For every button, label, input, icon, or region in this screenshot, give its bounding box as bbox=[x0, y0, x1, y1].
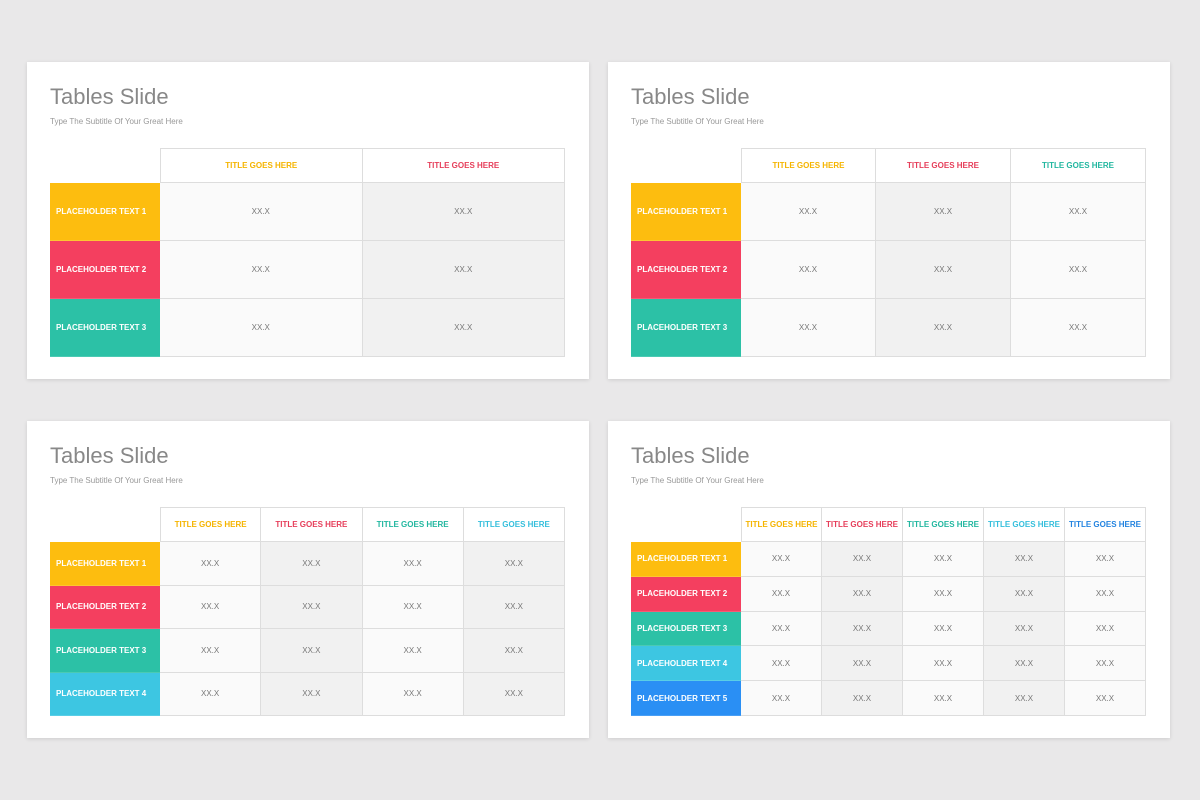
row-label: PLACEHOLDER TEXT 2 bbox=[50, 241, 160, 299]
table-cell: XX.X bbox=[362, 241, 565, 299]
slide: Tables Slide Type The Subtitle Of Your Gr… bbox=[608, 62, 1170, 379]
table-cell: XX.X bbox=[463, 585, 565, 629]
row-label: PLACEHOLDER TEXT 3 bbox=[50, 299, 160, 357]
table-cell: XX.X bbox=[362, 629, 464, 673]
table-cell: XX.X bbox=[463, 672, 565, 716]
slide: Tables Slide Type The Subtitle Of Your Gr… bbox=[27, 421, 589, 738]
slide-title: Tables Slide bbox=[50, 443, 169, 468]
row-label: PLACEHOLDER TEXT 1 bbox=[631, 542, 741, 577]
slide-subtitle: Type The Subtitle Of Your Great Here bbox=[50, 117, 183, 126]
table-cell: XX.X bbox=[876, 183, 1011, 241]
row-label: PLACEHOLDER TEXT 2 bbox=[50, 585, 160, 629]
table-cell: XX.X bbox=[903, 542, 984, 577]
row-label: PLACEHOLDER TEXT 1 bbox=[50, 542, 160, 586]
slide: Tables Slide Type The Subtitle Of Your Gr… bbox=[27, 62, 589, 379]
table-cell: XX.X bbox=[261, 672, 363, 716]
table-cell: XX.X bbox=[362, 585, 464, 629]
table-cell: XX.X bbox=[160, 183, 363, 241]
table-cell: XX.X bbox=[362, 542, 464, 586]
table-cell: XX.X bbox=[261, 542, 363, 586]
table-cell: XX.X bbox=[463, 629, 565, 673]
row-label: PLACEHOLDER TEXT 4 bbox=[631, 646, 741, 682]
table-cell: XX.X bbox=[160, 585, 262, 629]
table-cell: XX.X bbox=[160, 672, 262, 716]
column-header: TITLE GOES HERE bbox=[463, 507, 565, 542]
table-cell: XX.X bbox=[741, 299, 876, 357]
table-cell: XX.X bbox=[261, 629, 363, 673]
column-header: TITLE GOES HERE bbox=[822, 507, 903, 542]
table-cell: XX.X bbox=[741, 183, 876, 241]
slide-title: Tables Slide bbox=[631, 443, 750, 468]
row-label: PLACEHOLDER TEXT 5 bbox=[631, 681, 741, 716]
table-cell: XX.X bbox=[1011, 299, 1146, 357]
table-cell: XX.X bbox=[741, 576, 822, 612]
table-cell: XX.X bbox=[903, 611, 984, 647]
table-cell: XX.X bbox=[741, 241, 876, 299]
row-label: PLACEHOLDER TEXT 3 bbox=[50, 629, 160, 673]
slide-title: Tables Slide bbox=[631, 84, 750, 109]
row-label: PLACEHOLDER TEXT 1 bbox=[631, 183, 741, 241]
column-header: TITLE GOES HERE bbox=[160, 507, 262, 542]
table-cell: XX.X bbox=[903, 646, 984, 682]
slide-subtitle: Type The Subtitle Of Your Great Here bbox=[50, 476, 183, 485]
table-cell: XX.X bbox=[741, 681, 822, 716]
table-cell: XX.X bbox=[1065, 681, 1146, 716]
slide-subtitle: Type The Subtitle Of Your Great Here bbox=[631, 476, 764, 485]
column-header: TITLE GOES HERE bbox=[1065, 507, 1146, 542]
column-header: TITLE GOES HERE bbox=[741, 148, 876, 183]
table-cell: XX.X bbox=[1065, 576, 1146, 612]
table-cell: XX.X bbox=[1011, 183, 1146, 241]
table-cell: XX.X bbox=[876, 241, 1011, 299]
row-label: PLACEHOLDER TEXT 3 bbox=[631, 299, 741, 357]
table-cell: XX.X bbox=[362, 183, 565, 241]
column-header: TITLE GOES HERE bbox=[1011, 148, 1146, 183]
table-cell: XX.X bbox=[1065, 542, 1146, 577]
table-cell: XX.X bbox=[741, 542, 822, 577]
table-cell: XX.X bbox=[160, 299, 363, 357]
row-label: PLACEHOLDER TEXT 2 bbox=[631, 576, 741, 612]
table-cell: XX.X bbox=[1065, 611, 1146, 647]
column-header: TITLE GOES HERE bbox=[362, 148, 565, 183]
column-header: TITLE GOES HERE bbox=[876, 148, 1011, 183]
table-cell: XX.X bbox=[984, 576, 1065, 612]
slide: Tables Slide Type The Subtitle Of Your Gr… bbox=[608, 421, 1170, 738]
column-header: TITLE GOES HERE bbox=[261, 507, 363, 542]
table-cell: XX.X bbox=[903, 576, 984, 612]
column-header: TITLE GOES HERE bbox=[362, 507, 464, 542]
table-cell: XX.X bbox=[822, 542, 903, 577]
slide-subtitle: Type The Subtitle Of Your Great Here bbox=[631, 117, 764, 126]
column-header: TITLE GOES HERE bbox=[741, 507, 822, 542]
table-cell: XX.X bbox=[984, 646, 1065, 682]
table-cell: XX.X bbox=[822, 646, 903, 682]
table-cell: XX.X bbox=[362, 672, 464, 716]
table-cell: XX.X bbox=[741, 611, 822, 647]
table-cell: XX.X bbox=[984, 681, 1065, 716]
table-cell: XX.X bbox=[261, 585, 363, 629]
row-label: PLACEHOLDER TEXT 1 bbox=[50, 183, 160, 241]
table-cell: XX.X bbox=[822, 576, 903, 612]
table-cell: XX.X bbox=[463, 542, 565, 586]
row-label: PLACEHOLDER TEXT 3 bbox=[631, 611, 741, 647]
table-cell: XX.X bbox=[903, 681, 984, 716]
table-cell: XX.X bbox=[160, 542, 262, 586]
table-cell: XX.X bbox=[984, 542, 1065, 577]
column-header: TITLE GOES HERE bbox=[160, 148, 363, 183]
table-cell: XX.X bbox=[160, 629, 262, 673]
table-cell: XX.X bbox=[984, 611, 1065, 647]
table-cell: XX.X bbox=[160, 241, 363, 299]
table-cell: XX.X bbox=[1011, 241, 1146, 299]
column-header: TITLE GOES HERE bbox=[903, 507, 984, 542]
table-cell: XX.X bbox=[362, 299, 565, 357]
table-cell: XX.X bbox=[1065, 646, 1146, 682]
row-label: PLACEHOLDER TEXT 2 bbox=[631, 241, 741, 299]
row-label: PLACEHOLDER TEXT 4 bbox=[50, 672, 160, 716]
table-cell: XX.X bbox=[822, 611, 903, 647]
table-cell: XX.X bbox=[822, 681, 903, 716]
table-cell: XX.X bbox=[876, 299, 1011, 357]
column-header: TITLE GOES HERE bbox=[984, 507, 1065, 542]
slide-title: Tables Slide bbox=[50, 84, 169, 109]
table-cell: XX.X bbox=[741, 646, 822, 682]
